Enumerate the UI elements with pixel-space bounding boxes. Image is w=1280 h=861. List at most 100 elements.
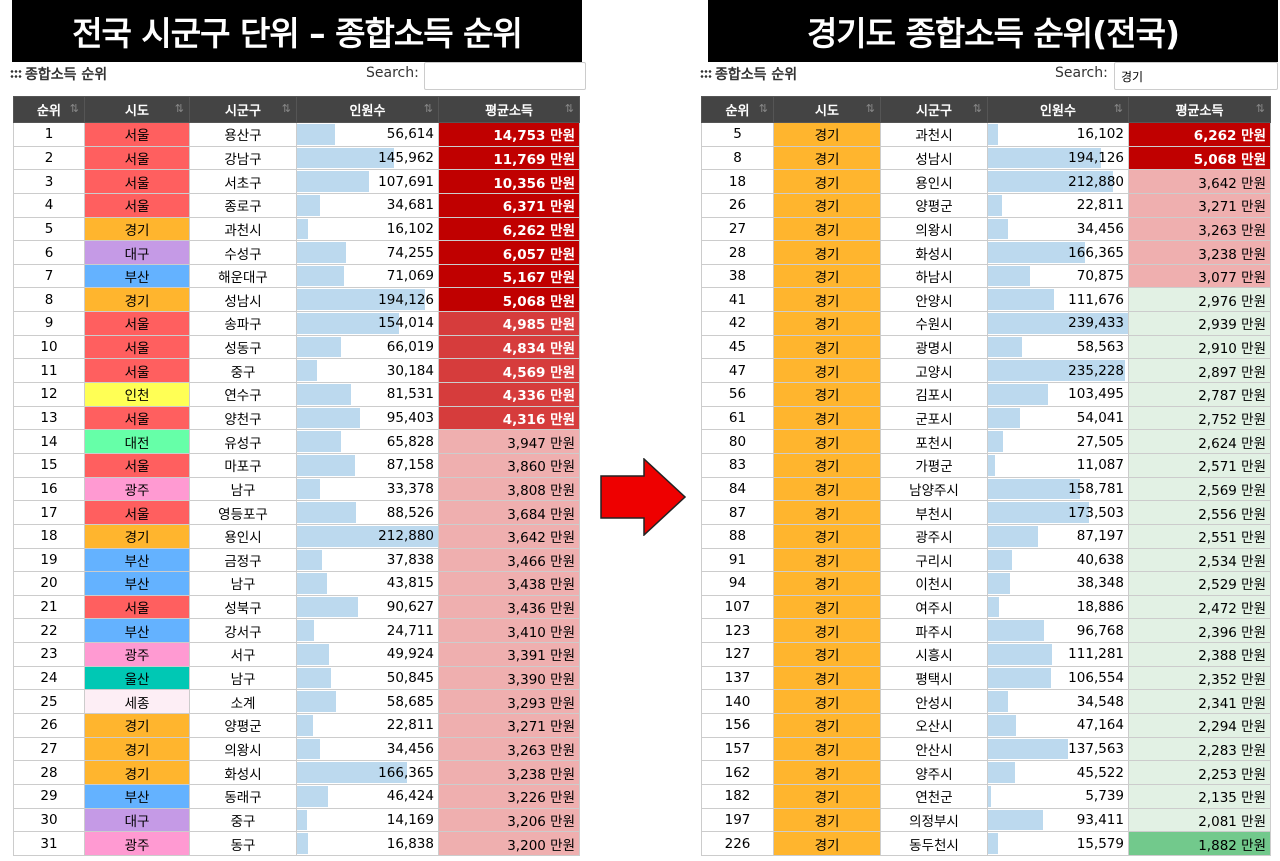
table-row[interactable]: 25 세종 소계 58,685 3,293 만원 bbox=[13, 689, 580, 715]
table-row[interactable]: 30 대구 중구 14,169 3,206 만원 bbox=[13, 807, 580, 833]
table-row[interactable]: 7 부산 해운대구 71,069 5,167 만원 bbox=[13, 263, 580, 289]
table-row[interactable]: 24 울산 남구 50,845 3,390 만원 bbox=[13, 665, 580, 691]
table-row[interactable]: 56 경기 김포시 103,495 2,787 만원 bbox=[701, 382, 1271, 407]
cell-district: 중구 bbox=[189, 807, 297, 833]
column-header-district[interactable]: 시군구 ⇅ bbox=[880, 96, 988, 123]
table-row[interactable]: 3 서울 서초구 107,691 10,356 만원 bbox=[13, 169, 580, 194]
count-bar bbox=[297, 620, 314, 642]
table-row[interactable]: 8 경기 성남시 194,126 5,068 만원 bbox=[13, 287, 580, 313]
column-header-region[interactable]: 시도 ⇅ bbox=[84, 96, 190, 123]
table-row[interactable]: 5 경기 과천시 16,102 6,262 만원 bbox=[13, 216, 580, 242]
table-row[interactable]: 47 경기 고양시 235,228 2,897 만원 bbox=[701, 358, 1271, 384]
column-header-count[interactable]: 인원수 ⇅ bbox=[296, 96, 439, 123]
sort-icon[interactable]: ⇅ bbox=[174, 102, 184, 115]
table-row[interactable]: 123 경기 파주시 96,768 2,396 만원 bbox=[701, 618, 1271, 644]
table-row[interactable]: 83 경기 가평군 11,087 2,571 만원 bbox=[701, 452, 1271, 478]
table-row[interactable]: 8 경기 성남시 194,126 5,068 만원 bbox=[701, 145, 1271, 171]
cell-district: 김포시 bbox=[880, 382, 988, 407]
table-row[interactable]: 91 경기 구리시 40,638 2,534 만원 bbox=[701, 547, 1271, 573]
table-row[interactable]: 156 경기 오산시 47,164 2,294 만원 bbox=[701, 713, 1271, 738]
table-row[interactable]: 9 서울 송파구 154,014 4,985 만원 bbox=[13, 311, 580, 336]
table-row[interactable]: 107 경기 여주시 18,886 2,472 만원 bbox=[701, 594, 1271, 620]
table-row[interactable]: 19 부산 금정구 37,838 3,466 만원 bbox=[13, 547, 580, 573]
table-row[interactable]: 17 서울 영등포구 88,526 3,684 만원 bbox=[13, 500, 580, 525]
cell-region: 경기 bbox=[773, 713, 881, 738]
table-row[interactable]: 226 경기 동두천시 15,579 1,882 만원 bbox=[701, 831, 1271, 856]
cell-district: 소계 bbox=[189, 689, 297, 715]
table-row[interactable]: 137 경기 평택시 106,554 2,352 만원 bbox=[701, 665, 1271, 691]
cell-rank: 26 bbox=[13, 713, 85, 738]
cell-income: 3,271 만원 bbox=[1128, 192, 1271, 218]
cell-rank: 31 bbox=[13, 831, 85, 856]
table-row[interactable]: 15 서울 마포구 87,158 3,860 만원 bbox=[13, 452, 580, 478]
column-header-income[interactable]: 평균소득 ⇅ bbox=[438, 96, 580, 123]
sort-icon[interactable]: ⇅ bbox=[758, 102, 768, 115]
table-row[interactable]: 6 대구 수성구 74,255 6,057 만원 bbox=[13, 240, 580, 265]
table-row[interactable]: 87 경기 부천시 173,503 2,556 만원 bbox=[701, 500, 1271, 525]
table-row[interactable]: 45 경기 광명시 58,563 2,910 만원 bbox=[701, 334, 1271, 360]
cell-count: 37,838 bbox=[296, 547, 439, 573]
sort-icon[interactable]: ⇅ bbox=[1255, 102, 1265, 115]
table-row[interactable]: 18 경기 용인시 212,880 3,642 만원 bbox=[13, 523, 580, 549]
table-row[interactable]: 2 서울 강남구 145,962 11,769 만원 bbox=[13, 145, 580, 171]
table-row[interactable]: 16 광주 남구 33,378 3,808 만원 bbox=[13, 476, 580, 502]
table-row[interactable]: 21 서울 성북구 90,627 3,436 만원 bbox=[13, 594, 580, 620]
table-row[interactable]: 18 경기 용인시 212,880 3,642 만원 bbox=[701, 169, 1271, 194]
table-row[interactable]: 1 서울 용산구 56,614 14,753 만원 bbox=[13, 122, 580, 147]
sort-icon[interactable]: ⇅ bbox=[564, 102, 574, 115]
table-row[interactable]: 28 경기 화성시 166,365 3,238 만원 bbox=[701, 240, 1271, 265]
table-row[interactable]: 26 경기 양평군 22,811 3,271 만원 bbox=[13, 713, 580, 738]
table-row[interactable]: 197 경기 의정부시 93,411 2,081 만원 bbox=[701, 807, 1271, 833]
left-search-input[interactable] bbox=[424, 62, 586, 90]
table-row[interactable]: 162 경기 양주시 45,522 2,253 만원 bbox=[701, 760, 1271, 785]
column-header-rank[interactable]: 순위 ⇅ bbox=[13, 96, 85, 123]
column-header-region[interactable]: 시도 ⇅ bbox=[773, 96, 881, 123]
table-row[interactable]: 23 광주 서구 49,924 3,391 만원 bbox=[13, 642, 580, 667]
cell-district: 남구 bbox=[189, 665, 297, 691]
table-row[interactable]: 140 경기 안성시 34,548 2,341 만원 bbox=[701, 689, 1271, 715]
table-row[interactable]: 88 경기 광주시 87,197 2,551 만원 bbox=[701, 523, 1271, 549]
column-header-district[interactable]: 시군구 ⇅ bbox=[189, 96, 297, 123]
sort-icon[interactable]: ⇅ bbox=[1113, 102, 1123, 115]
cell-count: 106,554 bbox=[987, 665, 1129, 691]
table-row[interactable]: 61 경기 군포시 54,041 2,752 만원 bbox=[701, 405, 1271, 431]
table-row[interactable]: 11 서울 중구 30,184 4,569 만원 bbox=[13, 358, 580, 384]
sort-icon[interactable]: ⇅ bbox=[865, 102, 875, 115]
table-row[interactable]: 27 경기 의왕시 34,456 3,263 만원 bbox=[701, 216, 1271, 242]
table-row[interactable]: 20 부산 남구 43,815 3,438 만원 bbox=[13, 571, 580, 596]
right-banner-title: 경기도 종합소득 순위(전국) bbox=[708, 0, 1278, 62]
table-row[interactable]: 182 경기 연천군 5,739 2,135 만원 bbox=[701, 783, 1271, 809]
column-header-count[interactable]: 인원수 ⇅ bbox=[987, 96, 1129, 123]
table-row[interactable]: 13 서울 양천구 95,403 4,316 만원 bbox=[13, 405, 580, 431]
cell-region: 경기 bbox=[773, 500, 881, 525]
table-row[interactable]: 26 경기 양평군 22,811 3,271 만원 bbox=[701, 192, 1271, 218]
table-row[interactable]: 12 인천 연수구 81,531 4,336 만원 bbox=[13, 382, 580, 407]
table-row[interactable]: 41 경기 안양시 111,676 2,976 만원 bbox=[701, 287, 1271, 313]
column-header-income[interactable]: 평균소득 ⇅ bbox=[1128, 96, 1271, 123]
table-row[interactable]: 38 경기 하남시 70,875 3,077 만원 bbox=[701, 263, 1271, 289]
sort-icon[interactable]: ⇅ bbox=[423, 102, 433, 115]
table-row[interactable]: 80 경기 포천시 27,505 2,624 만원 bbox=[701, 429, 1271, 454]
table-row[interactable]: 42 경기 수원시 239,433 2,939 만원 bbox=[701, 311, 1271, 336]
table-row[interactable]: 27 경기 의왕시 34,456 3,263 만원 bbox=[13, 736, 580, 762]
column-header-rank[interactable]: 순위 ⇅ bbox=[701, 96, 774, 123]
table-row[interactable]: 4 서울 종로구 34,681 6,371 만원 bbox=[13, 192, 580, 218]
count-value: 88,526 bbox=[386, 504, 434, 521]
table-row[interactable]: 10 서울 성동구 66,019 4,834 만원 bbox=[13, 334, 580, 360]
table-row[interactable]: 31 광주 동구 16,838 3,200 만원 bbox=[13, 831, 580, 856]
grid-icon bbox=[700, 69, 712, 79]
table-row[interactable]: 28 경기 화성시 166,365 3,238 만원 bbox=[13, 760, 580, 785]
sort-icon[interactable]: ⇅ bbox=[972, 102, 982, 115]
table-row[interactable]: 127 경기 시흥시 111,281 2,388 만원 bbox=[701, 642, 1271, 667]
right-search-input[interactable] bbox=[1114, 62, 1278, 90]
table-row[interactable]: 84 경기 남양주시 158,781 2,569 만원 bbox=[701, 476, 1271, 502]
table-row[interactable]: 29 부산 동래구 46,424 3,226 만원 bbox=[13, 783, 580, 809]
table-row[interactable]: 14 대전 유성구 65,828 3,947 만원 bbox=[13, 429, 580, 454]
sort-icon[interactable]: ⇅ bbox=[69, 102, 79, 115]
table-row[interactable]: 22 부산 강서구 24,711 3,410 만원 bbox=[13, 618, 580, 644]
cell-income: 3,226 만원 bbox=[438, 783, 580, 809]
table-row[interactable]: 94 경기 이천시 38,348 2,529 만원 bbox=[701, 571, 1271, 596]
table-row[interactable]: 5 경기 과천시 16,102 6,262 만원 bbox=[701, 122, 1271, 147]
sort-icon[interactable]: ⇅ bbox=[281, 102, 291, 115]
table-row[interactable]: 157 경기 안산시 137,563 2,283 만원 bbox=[701, 736, 1271, 762]
